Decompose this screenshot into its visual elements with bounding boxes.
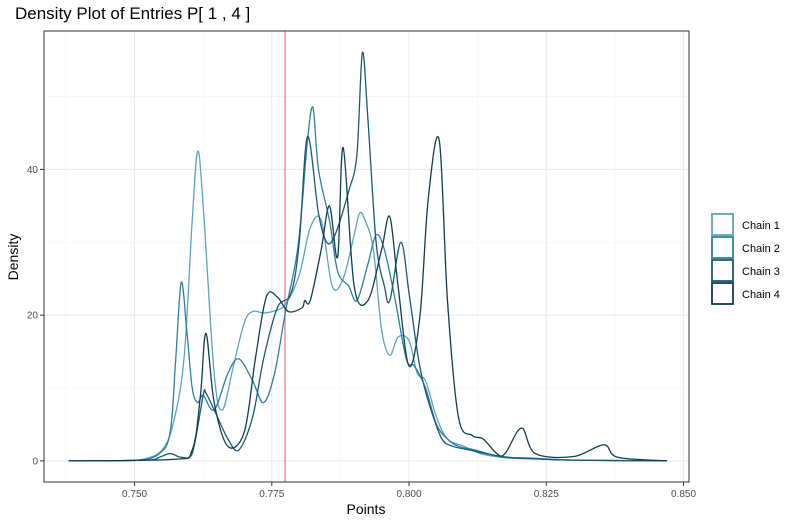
x-tick-label: 0.800 <box>397 489 422 500</box>
y-tick-label: 0 <box>32 456 38 467</box>
y-tick-label: 20 <box>27 311 39 322</box>
y-tick-label: 40 <box>27 165 39 176</box>
x-tick-label: 0.750 <box>122 489 147 500</box>
series-line-chain-3 <box>68 51 668 462</box>
series-line-chain-4 <box>68 136 668 462</box>
legend: Chain 1 Chain 2 Chain 3 Chain 4 <box>711 213 780 305</box>
x-tick-label: 0.775 <box>259 489 284 500</box>
x-tick-label: 0.825 <box>534 489 559 500</box>
x-tick-label: 0.850 <box>671 489 696 500</box>
y-axis-label: Density <box>5 234 21 281</box>
panel-border <box>43 30 690 483</box>
legend-key-chain-4 <box>711 282 734 305</box>
legend-key-chain-1 <box>711 213 734 236</box>
legend-key-chain-2 <box>711 236 734 259</box>
legend-label-chain-2: Chain 2 <box>742 243 780 255</box>
series-line-chain-2 <box>68 106 668 462</box>
series-line-chain-1 <box>68 150 668 462</box>
legend-label-chain-3: Chain 3 <box>742 266 780 278</box>
legend-label-chain-4: Chain 4 <box>742 289 780 301</box>
chart-title: Density Plot of Entries P[ 1 , 4 ] <box>15 4 250 23</box>
plot-area: 0.750 0.775 0.800 0.825 0.850 0 20 40 <box>27 30 696 500</box>
legend-key-chain-3 <box>711 259 734 282</box>
legend-label-chain-1: Chain 1 <box>742 220 780 232</box>
x-axis-label: Points <box>347 501 386 517</box>
